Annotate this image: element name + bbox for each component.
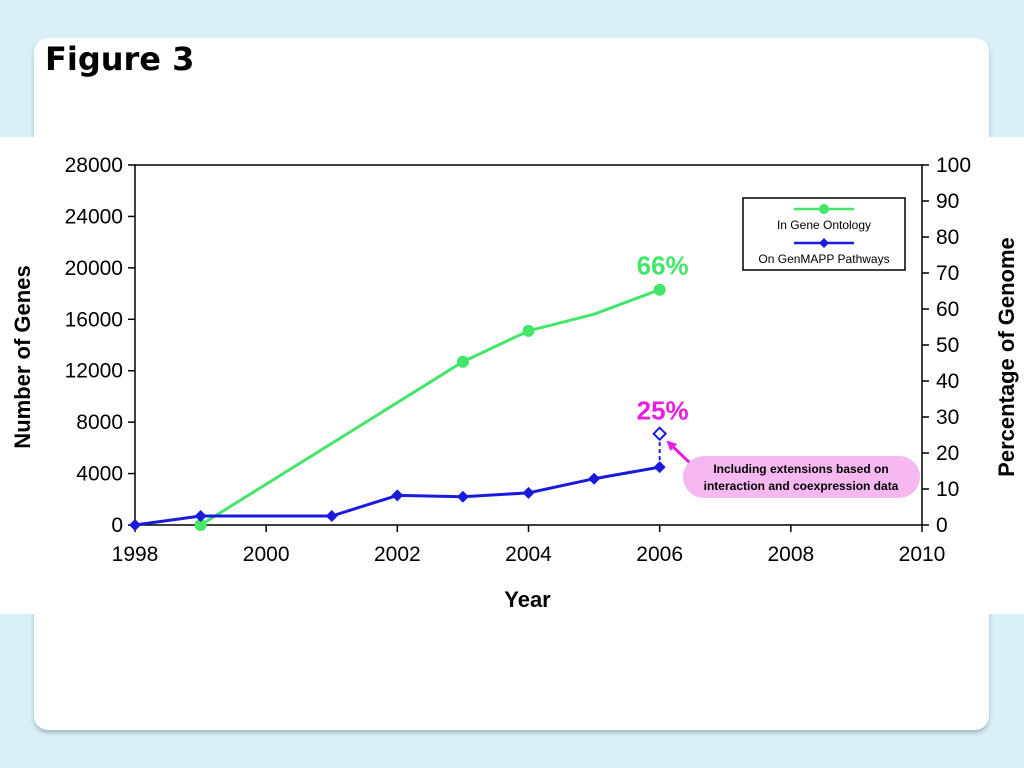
y2-tick-label: 50 [936,334,959,357]
callout-text-line1: Including extensions based on [713,462,888,476]
y2-tick-label: 100 [936,154,971,177]
x-tick-label: 2004 [505,543,552,566]
x-tick-label: 2002 [374,543,421,566]
y-tick-label: 12000 [65,360,123,383]
y2-tick-label: 30 [936,406,959,429]
y2-tick-label: 40 [936,370,959,393]
legend-marker-genmapp [819,238,829,248]
series-point-genmapp [588,472,601,485]
y2-tick-label: 10 [936,478,959,501]
series-point-genmapp [194,510,207,522]
y-tick-label: 20000 [65,257,123,280]
x-tick-label: 2000 [243,543,290,566]
series-line-2 [134,465,660,527]
y-tick-label: 4000 [76,463,123,486]
callout-text-line2: interaction and coexpression data [704,479,899,493]
series-point-go [194,519,207,531]
callout-bubble [683,456,920,498]
y2-tick-label: 60 [936,298,959,321]
series-point-genmapp [325,510,338,522]
x-tick-label: 2008 [767,543,814,566]
series-line-1 [199,288,661,527]
figure-panel: 0 4000 8000 12000 16000 20000 24000 28000 0 10 20 3… [0,137,1024,614]
y-tick-label: 0 [111,514,123,537]
go-percent-label: 66% [637,250,689,280]
series-point-go [522,324,535,337]
genmapp-percent-label: 25% [637,396,689,426]
y-tick-label: 8000 [76,411,123,434]
y2-tick-label: 90 [936,190,959,213]
gene-chart: 0 4000 8000 12000 16000 20000 24000 28000 0 10 20 3… [10,154,1019,612]
slide-title: Figure 3 [45,40,195,78]
series-point-genmapp [129,519,141,531]
series-point-go [456,355,469,368]
y-tick-label: 28000 [65,154,123,177]
x-tick-label: 2006 [636,543,683,566]
x-tick-label: 1998 [112,543,159,566]
y2-tick-label: 20 [936,442,959,465]
series-point-genmapp [522,486,535,499]
y-tick-label: 24000 [65,205,123,228]
y-tick-label: 16000 [65,308,123,331]
x-axis-title: Year [504,587,551,612]
legend-label-genmapp: On GenMAPP Pathways [758,252,889,266]
extension-point [652,426,668,442]
y2-tick-label: 70 [936,262,959,285]
y2-tick-label: 0 [936,514,948,537]
legend-marker-go [819,204,829,214]
y-axis-title: Number of Genes [10,265,35,448]
x-tick-label: 2010 [899,543,946,566]
y2-axis-title: Percentage of Genome [994,237,1019,477]
legend-label-go: In Gene Ontology [777,218,871,232]
series-point-genmapp [456,490,469,503]
series-point-genmapp [391,489,404,502]
series-point-go [653,283,666,296]
callout-arrow [666,440,692,465]
y2-tick-label: 80 [936,226,959,249]
